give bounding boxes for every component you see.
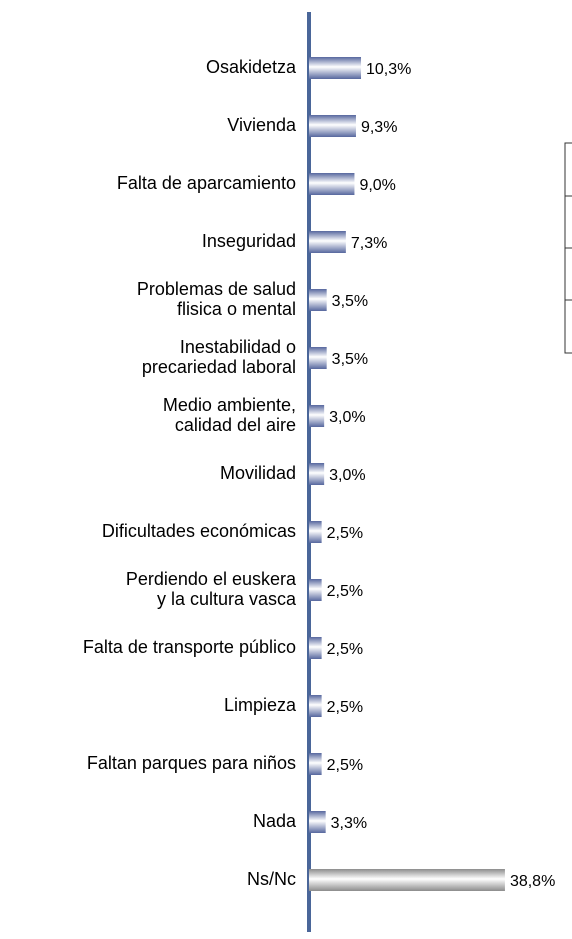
bar [309, 637, 322, 659]
bar [309, 405, 325, 427]
value-label: 9,0% [359, 177, 395, 194]
value-label: 9,3% [361, 119, 397, 136]
bar [309, 695, 322, 717]
category-label: Falta de aparcamiento [117, 173, 296, 193]
value-label: 2,5% [327, 699, 363, 716]
category-label: Ns/Nc [247, 869, 296, 889]
category-label: Medio ambiente, calidad del aire [163, 395, 296, 435]
bar [309, 579, 322, 601]
side-bracket [564, 142, 572, 354]
value-label: 3,0% [329, 409, 365, 426]
category-label: Vivienda [227, 115, 297, 135]
category-label: Perdiendo el euskera y la cultura vasca [126, 569, 297, 609]
bar [309, 347, 327, 369]
bar [309, 231, 346, 253]
value-label: 2,5% [327, 757, 363, 774]
category-label: Limpieza [224, 695, 297, 715]
value-label: 3,5% [332, 293, 368, 310]
bar [309, 289, 327, 311]
bar [309, 869, 505, 891]
value-label: 2,5% [327, 583, 363, 600]
bar [309, 521, 322, 543]
bar [309, 463, 325, 485]
value-label: 3,0% [329, 467, 365, 484]
value-label: 7,3% [351, 235, 387, 252]
bar [309, 811, 326, 833]
category-label: Nada [253, 811, 297, 831]
bar [309, 57, 362, 79]
category-label: Movilidad [220, 463, 296, 483]
category-label: Dificultades económicas [102, 521, 296, 541]
category-label: Faltan parques para niños [87, 753, 296, 773]
bar [309, 173, 355, 195]
category-label: Inseguridad [202, 231, 296, 251]
value-label: 2,5% [327, 641, 363, 658]
bar [309, 115, 356, 137]
category-label: Inestabilidad o precariedad laboral [142, 337, 296, 377]
category-label: Problemas de salud flisica o mental [137, 279, 296, 319]
value-label: 2,5% [327, 525, 363, 542]
value-label: 3,5% [332, 351, 368, 368]
category-label: Osakidetza [206, 57, 297, 77]
bar [309, 753, 322, 775]
value-label: 38,8% [510, 873, 555, 890]
value-label: 3,3% [331, 815, 367, 832]
value-label: 10,3% [366, 61, 411, 78]
category-label: Falta de transporte público [83, 637, 296, 657]
